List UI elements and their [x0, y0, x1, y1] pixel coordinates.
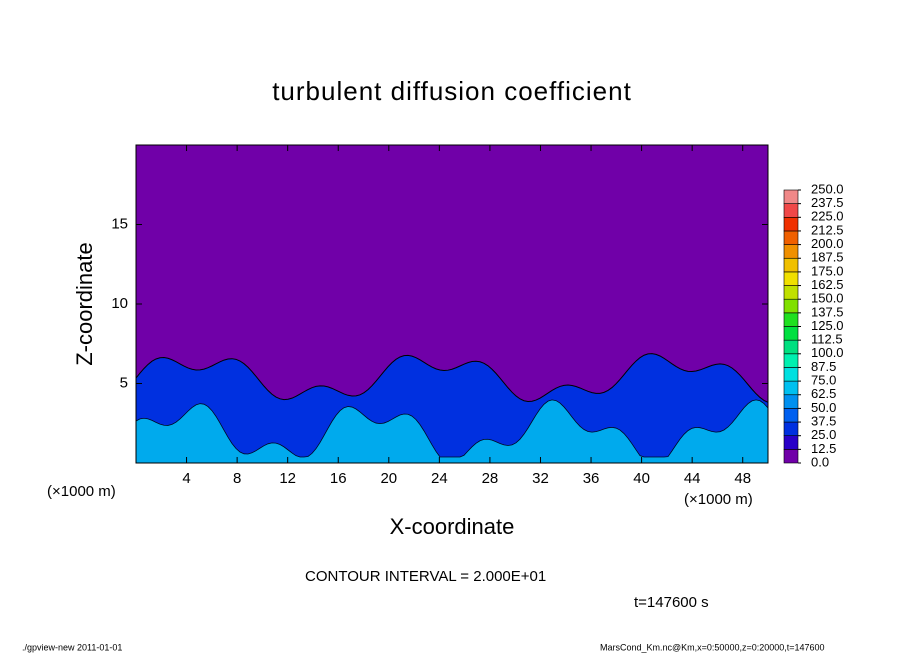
field-region: [135, 399, 769, 464]
colorbar-label: 0.0: [811, 454, 829, 469]
colorbar-swatch: [783, 367, 799, 382]
colorbar-swatch: [783, 189, 799, 204]
colorbar-label: 62.5: [811, 386, 836, 401]
colorbar-label: 137.5: [811, 304, 844, 319]
colorbar-swatch: [783, 326, 799, 341]
colorbar-swatch: [783, 203, 799, 218]
colorbar-label: 212.5: [811, 222, 844, 237]
colorbar-label: 125.0: [811, 318, 844, 333]
chart-title: turbulent diffusion coefficient: [272, 76, 632, 106]
colorbar-label: 75.0: [811, 373, 836, 388]
colorbar-label: 25.0: [811, 427, 836, 442]
time-label: t=147600 s: [634, 594, 709, 611]
colorbar-swatch: [783, 353, 799, 368]
x-tick-label: 32: [532, 470, 549, 487]
x-tick-label: 12: [279, 470, 296, 487]
colorbar-swatch: [783, 408, 799, 423]
colorbar-label: 87.5: [811, 359, 836, 374]
x-tick-label: 16: [330, 470, 347, 487]
x-tick-label: 8: [233, 470, 241, 487]
colorbar-label: 187.5: [811, 250, 844, 265]
colorbar-swatch: [783, 230, 799, 245]
x-tick-label: 40: [633, 470, 650, 487]
footer-right: MarsCond_Km.nc@Km,x=0:50000,z=0:20000,t=…: [600, 642, 825, 652]
colorbar-label: 237.5: [811, 195, 844, 210]
x-unit-label: (×1000 m): [684, 491, 753, 508]
colorbar-swatch: [783, 435, 799, 450]
colorbar-label: 112.5: [811, 332, 843, 347]
x-axis-label: X-coordinate: [390, 514, 515, 539]
colorbar-swatch: [783, 271, 799, 286]
x-tick-label: 48: [734, 470, 751, 487]
colorbar-label: 100.0: [811, 345, 844, 360]
y-tick-label: 5: [120, 374, 128, 391]
colorbar-swatch: [783, 312, 799, 327]
colorbar-swatch: [783, 257, 799, 273]
colorbar-label: 250.0: [811, 181, 844, 196]
colorbar-label: 50.0: [811, 400, 836, 415]
x-tick-label: 24: [431, 470, 448, 487]
colorbar-swatch: [783, 449, 799, 464]
colorbar-swatch: [783, 421, 799, 436]
colorbar-swatch: [783, 394, 799, 409]
colorbar-label: 225.0: [811, 209, 844, 224]
colorbar-swatch: [783, 380, 799, 396]
x-unit-label: (×1000 m): [47, 483, 116, 500]
y-tick-label: 15: [111, 215, 128, 232]
colorbar-swatch: [783, 217, 799, 232]
colorbar-label: 200.0: [811, 236, 844, 251]
colorbar-label: 37.5: [811, 413, 836, 428]
contour-interval: CONTOUR INTERVAL = 2.000E+01: [305, 568, 546, 585]
colorbar-label: 12.5: [811, 441, 836, 456]
y-axis-label: Z-coordinate: [72, 242, 97, 366]
x-tick-label: 20: [380, 470, 397, 487]
colorbar-swatch: [783, 285, 799, 300]
x-tick-label: 4: [182, 470, 190, 487]
y-tick-label: 10: [111, 295, 128, 312]
colorbar-swatch: [783, 298, 799, 314]
colorbar-swatch: [783, 339, 799, 355]
colorbar-label: 162.5: [811, 277, 844, 292]
x-tick-label: 28: [482, 470, 499, 487]
colorbar-label: 150.0: [811, 291, 844, 306]
colorbar-swatch: [783, 244, 799, 259]
x-tick-label: 36: [583, 470, 600, 487]
x-tick-label: 44: [684, 470, 701, 487]
colorbar-label: 175.0: [811, 263, 844, 278]
footer-left: ./gpview-new 2011-01-01: [22, 642, 122, 652]
